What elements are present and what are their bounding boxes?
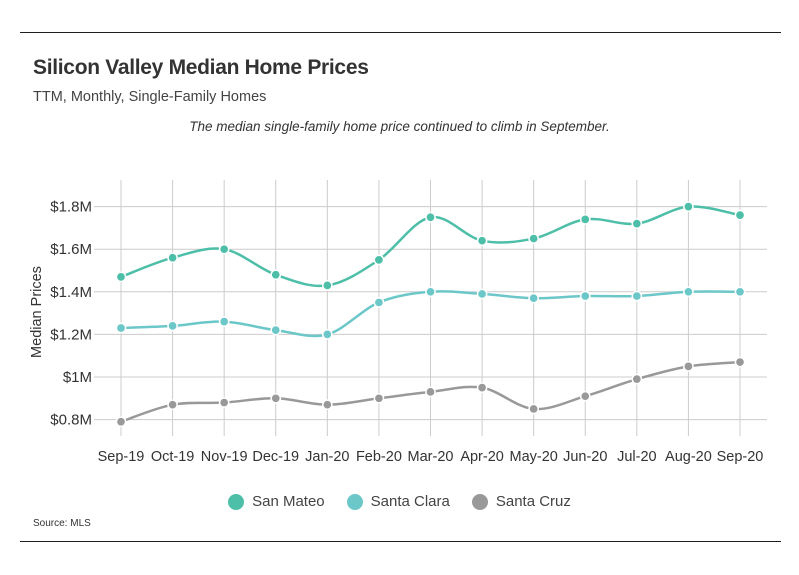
data-point-san-mateo xyxy=(476,235,488,247)
legend-swatch-san-mateo xyxy=(228,493,245,510)
data-point-santa-cruz xyxy=(579,390,591,402)
data-point-santa-clara xyxy=(167,320,178,332)
legend-item-santa-clara: Santa Clara xyxy=(346,493,450,510)
top-rule xyxy=(20,32,781,33)
y-tick-label: $1.4M xyxy=(50,284,92,301)
data-point-san-mateo xyxy=(734,209,746,221)
x-tick-label: Jan-20 xyxy=(305,449,349,465)
legend-label-santa-cruz: Santa Cruz xyxy=(495,493,571,510)
data-point-san-mateo xyxy=(218,243,230,255)
y-tick-label: $1.2M xyxy=(50,326,92,343)
data-point-santa-cruz xyxy=(734,356,746,368)
y-tick-label: $1M xyxy=(63,369,92,386)
data-point-santa-cruz xyxy=(270,392,282,404)
data-point-santa-cruz xyxy=(321,399,333,411)
x-tick-label: Feb-20 xyxy=(356,449,402,465)
x-tick-label: Sep-20 xyxy=(717,449,764,465)
data-point-santa-cruz xyxy=(115,416,127,428)
data-point-santa-cruz xyxy=(167,399,178,411)
data-point-san-mateo xyxy=(167,252,178,264)
data-point-santa-clara xyxy=(579,290,591,302)
x-tick-label: Aug-20 xyxy=(665,449,712,465)
data-point-santa-cruz xyxy=(425,386,436,398)
x-tick-label: Dec-19 xyxy=(252,449,299,465)
legend-swatch-santa-cruz xyxy=(471,493,488,510)
data-point-san-mateo xyxy=(579,214,591,225)
bottom-rule xyxy=(20,541,781,542)
chart-title: Silicon Valley Median Home Prices xyxy=(33,56,369,79)
data-point-san-mateo xyxy=(425,211,436,223)
data-point-san-mateo xyxy=(270,269,282,281)
y-tick-label: $1.6M xyxy=(50,241,92,258)
data-point-santa-clara xyxy=(683,286,694,298)
data-point-santa-clara xyxy=(631,290,643,302)
x-tick-label: Nov-19 xyxy=(201,449,248,465)
legend: San Mateo Santa Clara Santa Cruz xyxy=(0,493,799,510)
legend-swatch-santa-clara xyxy=(346,493,363,510)
y-tick-label: $0.8M xyxy=(50,412,92,429)
data-point-santa-cruz xyxy=(373,392,385,404)
data-point-santa-clara xyxy=(270,324,282,336)
x-tick-label: Mar-20 xyxy=(408,449,454,465)
legend-item-san-mateo: San Mateo xyxy=(228,493,325,510)
x-tick-label: Oct-19 xyxy=(151,449,195,465)
legend-item-santa-cruz: Santa Cruz xyxy=(471,493,571,510)
legend-label-santa-clara: Santa Clara xyxy=(370,493,450,510)
chart-annotation: The median single-family home price cont… xyxy=(189,119,610,134)
data-point-santa-cruz xyxy=(476,382,488,393)
x-tick-label: May-20 xyxy=(509,449,557,465)
x-tick-label: Jun-20 xyxy=(563,449,607,465)
data-point-santa-cruz xyxy=(218,397,230,408)
data-point-santa-clara xyxy=(373,297,385,308)
data-point-san-mateo xyxy=(373,254,385,266)
data-point-san-mateo xyxy=(683,201,694,212)
data-point-san-mateo xyxy=(631,218,643,229)
legend-label-san-mateo: San Mateo xyxy=(252,493,325,510)
data-point-santa-cruz xyxy=(683,361,694,372)
data-point-santa-cruz xyxy=(528,403,540,415)
data-point-santa-clara xyxy=(218,316,230,327)
data-point-santa-clara xyxy=(115,322,127,334)
data-point-santa-cruz xyxy=(631,373,643,385)
data-point-santa-clara xyxy=(528,292,540,304)
y-axis-label: Median Prices xyxy=(29,266,45,358)
x-tick-label: Jul-20 xyxy=(617,449,657,465)
x-tick-label: Sep-19 xyxy=(98,449,145,465)
data-point-san-mateo xyxy=(115,271,127,283)
data-point-santa-clara xyxy=(476,288,488,300)
data-point-san-mateo xyxy=(321,280,333,291)
chart-subtitle: TTM, Monthly, Single-Family Homes xyxy=(33,89,267,105)
data-point-santa-clara xyxy=(321,329,333,340)
data-point-santa-clara xyxy=(734,286,746,298)
source-note: Source: MLS xyxy=(33,518,91,529)
data-point-san-mateo xyxy=(528,233,540,244)
data-point-santa-clara xyxy=(425,286,436,298)
x-tick-label: Apr-20 xyxy=(460,449,504,465)
y-tick-label: $1.8M xyxy=(50,199,92,216)
